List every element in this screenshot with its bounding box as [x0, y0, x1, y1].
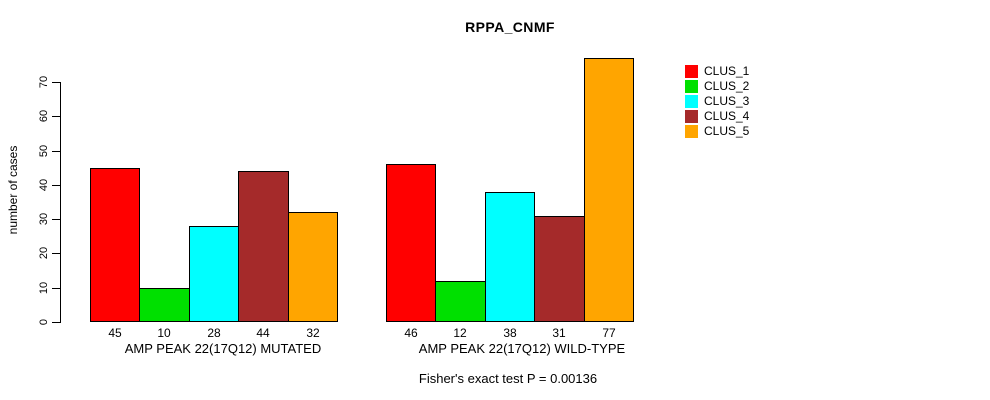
legend-item: CLUS_4	[685, 109, 749, 123]
y-axis-tick-label: 40	[38, 178, 50, 192]
y-axis-tick	[52, 82, 61, 83]
legend: CLUS_1 CLUS_2 CLUS_3 CLUS_4 CLUS_5	[685, 64, 749, 139]
y-axis-tick	[52, 185, 61, 186]
legend-swatch-CLUS_5	[685, 124, 698, 138]
bar-CLUS_1	[90, 168, 140, 322]
legend-label: CLUS_5	[704, 124, 750, 138]
group-label: AMP PEAK 22(17Q12) MUTATED	[124, 341, 322, 356]
bar-CLUS_5	[584, 58, 634, 322]
y-axis-tick	[52, 219, 61, 220]
bar-CLUS_2	[139, 288, 190, 322]
chart-title: RPPA_CNMF	[465, 19, 555, 35]
y-axis-tick	[52, 322, 61, 323]
y-axis-line	[60, 82, 61, 323]
bar-value-label: 46	[404, 326, 418, 340]
bar-value-label: 32	[306, 326, 320, 340]
legend-label: CLUS_2	[704, 79, 750, 93]
bar-value-label: 38	[503, 326, 517, 340]
bar-CLUS_1	[386, 164, 436, 322]
bar-CLUS_4	[534, 216, 585, 322]
legend-swatch-CLUS_3	[685, 94, 698, 108]
fisher-test-annotation: Fisher's exact test P = 0.00136	[418, 371, 598, 386]
bar-value-label: 77	[602, 326, 616, 340]
y-axis-tick-label: 60	[38, 109, 50, 123]
y-axis-tick-label: 10	[38, 281, 50, 295]
legend-item: CLUS_1	[685, 64, 749, 78]
group-label: AMP PEAK 22(17Q12) WILD-TYPE	[418, 341, 626, 356]
legend-swatch-CLUS_4	[685, 109, 698, 123]
legend-label: CLUS_3	[704, 94, 750, 108]
y-axis-tick	[52, 151, 61, 152]
y-axis-label: number of cases	[6, 145, 20, 235]
bar-CLUS_2	[435, 281, 486, 322]
legend-label: CLUS_1	[704, 64, 750, 78]
legend-item: CLUS_5	[685, 124, 749, 138]
bar-value-label: 44	[256, 326, 270, 340]
y-axis-tick-label: 30	[38, 212, 50, 226]
legend-label: CLUS_4	[704, 109, 750, 123]
legend-item: CLUS_3	[685, 94, 749, 108]
y-axis-tick	[52, 253, 61, 254]
bar-value-label: 31	[552, 326, 566, 340]
bar-value-label: 12	[453, 326, 467, 340]
legend-swatch-CLUS_1	[685, 64, 698, 78]
y-axis-tick	[52, 288, 61, 289]
y-axis-tick-label: 50	[38, 144, 50, 158]
bar-value-label: 28	[207, 326, 221, 340]
bar-value-label: 45	[108, 326, 122, 340]
bar-CLUS_4	[238, 171, 289, 322]
y-axis-tick	[52, 116, 61, 117]
legend-item: CLUS_2	[685, 79, 749, 93]
y-axis-tick-label: 70	[38, 75, 50, 89]
y-axis-tick-label: 20	[38, 246, 50, 260]
bar-CLUS_5	[288, 212, 338, 322]
legend-swatch-CLUS_2	[685, 79, 698, 93]
bar-CLUS_3	[189, 226, 239, 322]
bar-CLUS_3	[485, 192, 535, 322]
y-axis-tick-label: 0	[38, 318, 50, 326]
bar-value-label: 10	[157, 326, 171, 340]
